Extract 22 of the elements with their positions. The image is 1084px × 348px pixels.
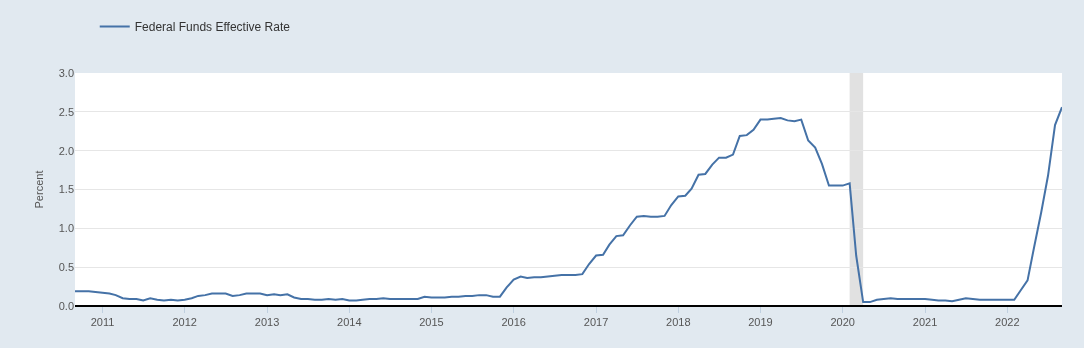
x-tick-label: 2014 — [337, 316, 362, 329]
legend-label: Federal Funds Effective Rate — [134, 20, 291, 35]
x-tick-label: 2011 — [90, 316, 115, 329]
line-series — [75, 106, 1062, 304]
x-tick-label: 2015 — [419, 316, 444, 329]
x-tick-label: 2019 — [748, 316, 773, 329]
y-tick-label: 0.0 — [58, 299, 74, 312]
y-tick-label: 2.5 — [58, 105, 74, 118]
x-tick-label: 2016 — [501, 316, 526, 329]
x-tick-label: 2017 — [583, 316, 609, 329]
x-tick-label: 2018 — [666, 316, 691, 329]
x-tick-label: 2021 — [912, 316, 938, 329]
y-tick-label: 1.5 — [58, 183, 74, 196]
y-tick-label: 1.0 — [58, 222, 74, 235]
y-tick-label: 0.5 — [58, 261, 74, 274]
y-tick-label: 2.0 — [58, 144, 74, 157]
y-axis-title: Percent — [33, 170, 45, 209]
x-tick-label: 2013 — [254, 316, 280, 329]
x-tick-label: 2022 — [995, 316, 1020, 329]
x-tick-label: 2020 — [830, 316, 855, 329]
x-tick-label: 2012 — [172, 316, 197, 329]
y-tick-label: 3.0 — [58, 66, 74, 79]
